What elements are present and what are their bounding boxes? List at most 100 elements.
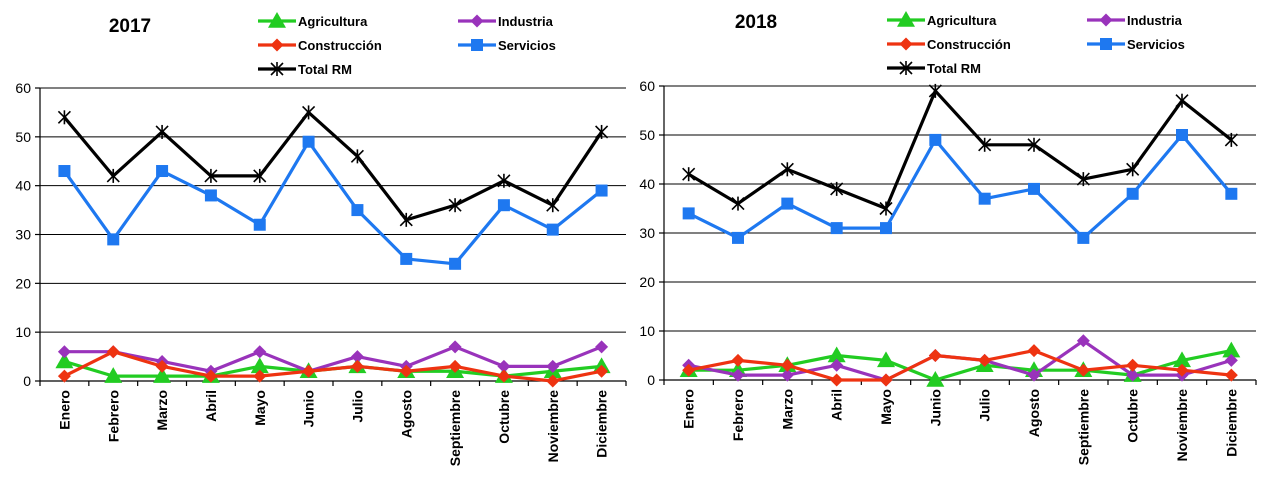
data-point-total-rm bbox=[155, 124, 169, 139]
y-tick-label: 50 bbox=[639, 127, 655, 143]
data-point-industria bbox=[595, 340, 609, 354]
legend-label: Industria bbox=[498, 14, 554, 29]
legend-marker bbox=[471, 39, 483, 51]
data-point-industria bbox=[546, 359, 560, 373]
data-point-agricultura bbox=[1222, 341, 1241, 358]
legend-marker bbox=[899, 37, 913, 51]
x-tick-label-agosto: Agosto bbox=[1026, 389, 1042, 437]
x-tick-label-septiembre: Septiembre bbox=[1075, 389, 1091, 465]
legend-item-industria: Industria bbox=[1087, 13, 1183, 28]
data-point-total-rm bbox=[978, 137, 992, 152]
x-tick-label-junio: Junio bbox=[927, 389, 943, 426]
data-point-industria bbox=[253, 345, 267, 359]
data-point-servicios bbox=[497, 199, 510, 212]
data-point-construccion bbox=[682, 363, 696, 377]
data-point-servicios bbox=[595, 184, 608, 197]
legend-item-servicios: Servicios bbox=[458, 38, 556, 53]
data-point-servicios bbox=[1225, 187, 1238, 200]
data-point-servicios bbox=[156, 165, 169, 178]
legend-marker bbox=[1099, 13, 1113, 27]
y-tick-label: 10 bbox=[639, 323, 655, 339]
y-tick-label: 40 bbox=[15, 178, 31, 194]
data-point-total-rm bbox=[1076, 172, 1090, 187]
legend-label: Construcción bbox=[927, 37, 1011, 52]
x-tick-label-junio: Junio bbox=[301, 390, 317, 427]
data-point-servicios bbox=[1077, 231, 1090, 244]
x-tick-label-noviembre: Noviembre bbox=[545, 390, 561, 463]
data-point-construccion bbox=[57, 369, 71, 383]
data-point-construccion bbox=[595, 364, 609, 378]
chart-2018: 2018 0 10 20 30 40 50 60 Enero Febrero Marzo Abril M… bbox=[639, 11, 1257, 465]
data-point-construccion bbox=[780, 358, 794, 372]
legend-item-construccion: Construcción bbox=[887, 37, 1011, 52]
x-tick-label-febrero: Febrero bbox=[105, 390, 121, 442]
data-point-construccion bbox=[204, 369, 218, 383]
x-tick-label-noviembre: Noviembre bbox=[1174, 389, 1190, 462]
series-line-construccion bbox=[688, 349, 1232, 382]
data-point-total-rm bbox=[57, 110, 71, 125]
data-point-servicios bbox=[1126, 187, 1139, 200]
x-tick-label-abril: Abril bbox=[203, 390, 219, 422]
x-tick-label-marzo: Marzo bbox=[779, 389, 795, 429]
x-tick-label-mayo: Mayo bbox=[878, 389, 894, 425]
legend-item-agricultura: Agricultura bbox=[887, 11, 997, 28]
data-point-total-rm bbox=[546, 198, 560, 213]
data-point-servicios bbox=[732, 231, 744, 244]
data-point-servicios bbox=[1028, 182, 1040, 195]
data-point-industria bbox=[1027, 368, 1041, 382]
data-point-total-rm bbox=[302, 105, 316, 120]
data-point-servicios bbox=[781, 197, 794, 210]
series-line-servicios bbox=[63, 140, 603, 266]
data-point-total-rm bbox=[879, 201, 893, 216]
x-tick-label-mayo: Mayo bbox=[252, 390, 268, 426]
legend-label: Servicios bbox=[498, 38, 556, 53]
data-point-construccion bbox=[546, 374, 560, 388]
data-point-construccion bbox=[1126, 358, 1140, 372]
data-point-agricultura bbox=[250, 357, 269, 374]
data-point-servicios bbox=[449, 257, 462, 270]
data-point-industria bbox=[731, 368, 745, 382]
data-point-total-rm bbox=[448, 198, 462, 213]
data-point-construccion bbox=[1224, 368, 1238, 382]
data-point-construccion bbox=[1027, 344, 1041, 358]
x-tick-label-diciembre: Diciembre bbox=[1223, 389, 1239, 457]
data-point-construccion bbox=[731, 353, 745, 367]
data-point-agricultura bbox=[55, 352, 74, 369]
data-point-servicios bbox=[107, 233, 120, 246]
legend-label: Total RM bbox=[927, 61, 981, 76]
data-point-total-rm bbox=[497, 173, 511, 188]
legend-label: Total RM bbox=[298, 62, 352, 77]
data-point-construccion bbox=[978, 353, 992, 367]
legend-item-agricultura: Agricultura bbox=[258, 12, 368, 29]
y-tick-label: 40 bbox=[639, 176, 655, 192]
chart-title: 2017 bbox=[109, 16, 151, 37]
data-point-construccion bbox=[448, 359, 462, 373]
series-total-rm bbox=[57, 105, 609, 227]
x-tick-label-septiembre: Septiembre bbox=[447, 390, 463, 466]
chart-title: 2018 bbox=[735, 12, 777, 33]
data-point-total-rm bbox=[1175, 93, 1189, 108]
data-point-construccion bbox=[253, 369, 267, 383]
series-line-agricultura bbox=[688, 349, 1232, 382]
data-point-servicios bbox=[302, 135, 315, 148]
series-line-servicios bbox=[687, 133, 1233, 240]
data-point-servicios bbox=[978, 192, 991, 205]
data-point-total-rm bbox=[204, 168, 218, 183]
x-tick-label-julio: Julio bbox=[349, 390, 365, 423]
data-point-industria bbox=[1224, 353, 1238, 367]
data-point-total-rm bbox=[350, 149, 364, 164]
data-point-construccion bbox=[155, 359, 169, 373]
y-tick-label: 0 bbox=[23, 373, 31, 389]
data-point-total-rm bbox=[106, 168, 120, 183]
data-point-construccion bbox=[302, 364, 316, 378]
data-point-servicios bbox=[204, 189, 217, 202]
legend-marker bbox=[270, 62, 284, 76]
data-point-industria bbox=[830, 358, 844, 372]
x-tick-label-diciembre: Diciembre bbox=[594, 390, 610, 458]
legend-marker bbox=[897, 11, 915, 27]
data-point-servicios bbox=[1176, 129, 1188, 141]
legend-label: Servicios bbox=[1127, 37, 1185, 52]
data-point-servicios bbox=[58, 165, 71, 178]
data-point-construccion bbox=[1175, 363, 1189, 377]
